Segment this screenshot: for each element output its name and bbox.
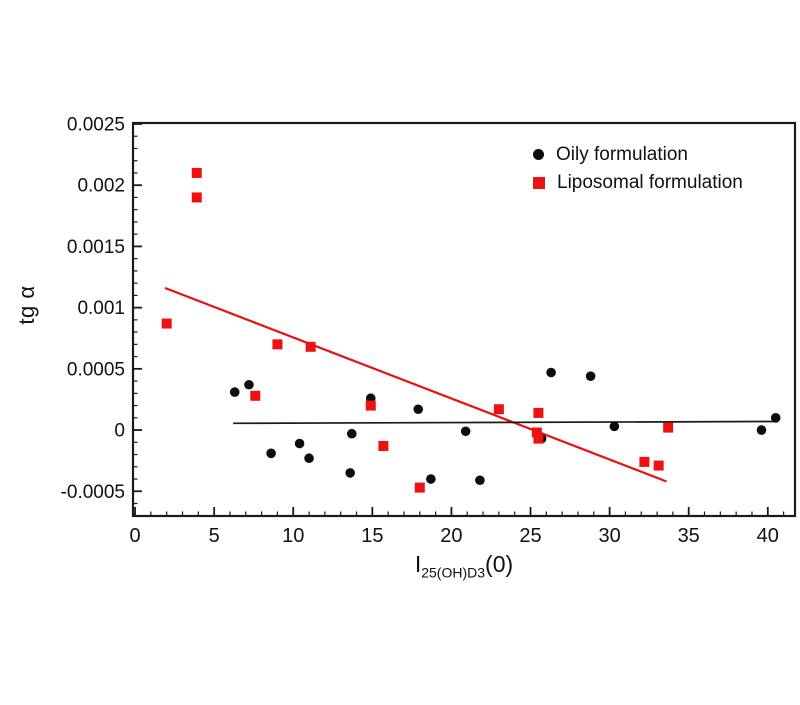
y-tick-label: 0.0005 <box>67 359 125 380</box>
data-point-oily <box>756 425 767 435</box>
legend: Oily formulation Liposomal formulation <box>533 141 743 196</box>
data-point-liposomal <box>663 422 674 433</box>
y-tick-label: 0 <box>114 421 125 442</box>
data-point-oily <box>304 453 314 464</box>
data-point-liposomal <box>250 390 261 401</box>
data-point-oily <box>294 438 305 449</box>
x-axis-title: I25(OH)D3(0) <box>414 551 514 581</box>
data-point-oily <box>460 426 471 437</box>
data-point-liposomal <box>161 318 172 329</box>
data-point-liposomal <box>533 407 544 418</box>
trend-line-oily <box>233 420 778 425</box>
x-axis-title-base: I <box>414 551 422 577</box>
data-point-liposomal <box>414 482 425 493</box>
oily-circle-marker-icon <box>533 149 544 160</box>
trend-line-liposomal <box>164 287 667 483</box>
data-point-liposomal <box>272 339 283 350</box>
data-point-liposomal <box>531 427 542 438</box>
y-tick-label: 0.0025 <box>67 114 125 135</box>
x-tick-label: 30 <box>598 525 620 547</box>
legend-label-liposomal: Liposomal formulation <box>557 171 743 193</box>
data-point-liposomal <box>365 400 376 411</box>
data-point-oily <box>426 474 436 484</box>
data-point-oily <box>609 421 620 432</box>
legend-label-oily: Oily formulation <box>556 143 688 165</box>
x-tick-label: 25 <box>519 525 541 547</box>
data-point-oily <box>229 387 240 397</box>
data-point-oily <box>244 379 254 390</box>
liposomal-square-marker-icon <box>533 176 545 189</box>
x-tick-label: 0 <box>129 525 140 547</box>
data-point-oily <box>345 468 355 478</box>
data-point-oily <box>546 367 556 378</box>
data-point-liposomal <box>305 341 316 352</box>
data-point-oily <box>475 475 485 486</box>
x-axis-title-subscript: 25(OH)D3 <box>421 564 486 581</box>
data-point-oily <box>585 371 596 381</box>
y-tick-label: 0.0015 <box>67 237 125 258</box>
y-tick-label: 0.001 <box>77 298 125 319</box>
y-axis-title: tg α <box>14 285 39 325</box>
x-axis-title-suffix: (0) <box>485 551 514 577</box>
x-tick-label: 15 <box>361 525 383 547</box>
y-tick-label: -0.0005 <box>61 482 125 503</box>
x-tick-label: 20 <box>440 525 462 547</box>
data-point-liposomal <box>191 167 202 178</box>
data-point-oily <box>266 448 276 459</box>
x-tick-label: 5 <box>209 525 220 547</box>
legend-item-liposomal: Liposomal formulation <box>533 169 743 196</box>
data-point-liposomal <box>639 456 650 467</box>
data-point-liposomal <box>653 460 664 471</box>
x-tick-label: 40 <box>757 525 779 547</box>
data-point-oily <box>346 428 357 439</box>
data-point-oily <box>413 404 424 415</box>
legend-item-oily: Oily formulation <box>533 141 743 168</box>
plot-frame <box>131 121 797 518</box>
data-point-oily <box>770 413 781 423</box>
y-tick-label: 0.002 <box>77 176 125 197</box>
x-tick-label: 10 <box>282 525 304 547</box>
data-point-liposomal <box>191 192 202 203</box>
data-point-liposomal <box>533 433 544 444</box>
data-point-liposomal <box>493 404 504 415</box>
data-point-liposomal <box>378 440 389 451</box>
x-tick-label: 35 <box>678 525 700 547</box>
